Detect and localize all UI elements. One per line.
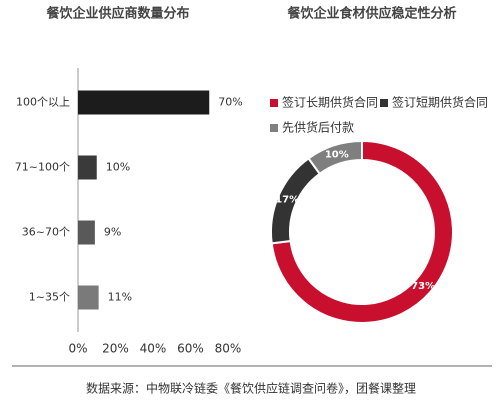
y-tick-label: 1~35个 bbox=[29, 291, 70, 304]
x-tick-label: 0% bbox=[68, 342, 87, 356]
bar bbox=[78, 90, 210, 115]
chart-title: 餐饮企业供应商数量分布 bbox=[45, 6, 189, 22]
chart-title: 餐饮企业食材供应稳定性分析 bbox=[286, 6, 456, 22]
y-tick-label: 100个以上 bbox=[16, 96, 70, 109]
value-label: 11% bbox=[108, 291, 132, 304]
x-tick-label: 40% bbox=[140, 342, 167, 356]
legend-label: 签订长期供货合同 bbox=[282, 95, 378, 110]
value-label: 10% bbox=[106, 161, 130, 174]
bar bbox=[78, 285, 99, 310]
y-tick-label: 36~70个 bbox=[22, 226, 70, 239]
bar bbox=[78, 220, 95, 245]
legend-swatch bbox=[380, 99, 388, 107]
x-tick-label: 20% bbox=[102, 342, 129, 356]
legend-label: 先供货后付款 bbox=[282, 120, 354, 135]
donut-segment bbox=[307, 139, 363, 176]
source-note: 数据来源：中物联冷链委《餐饮供应链调查问卷》，团餐课整理 bbox=[86, 381, 416, 396]
value-label: 10% bbox=[325, 149, 349, 160]
legend-swatch bbox=[270, 99, 278, 107]
value-label: 17% bbox=[275, 195, 299, 206]
y-tick-label: 71~100个 bbox=[15, 161, 70, 174]
value-label: 70% bbox=[218, 96, 242, 109]
value-label: 9% bbox=[104, 226, 121, 239]
x-tick-label: 60% bbox=[177, 342, 204, 356]
value-label: 73% bbox=[411, 281, 435, 292]
x-tick-label: 80% bbox=[215, 342, 242, 356]
legend-label: 签订短期供货合同 bbox=[392, 95, 488, 110]
bar bbox=[78, 155, 97, 180]
legend-swatch bbox=[270, 124, 278, 132]
donut-segment bbox=[270, 139, 454, 324]
